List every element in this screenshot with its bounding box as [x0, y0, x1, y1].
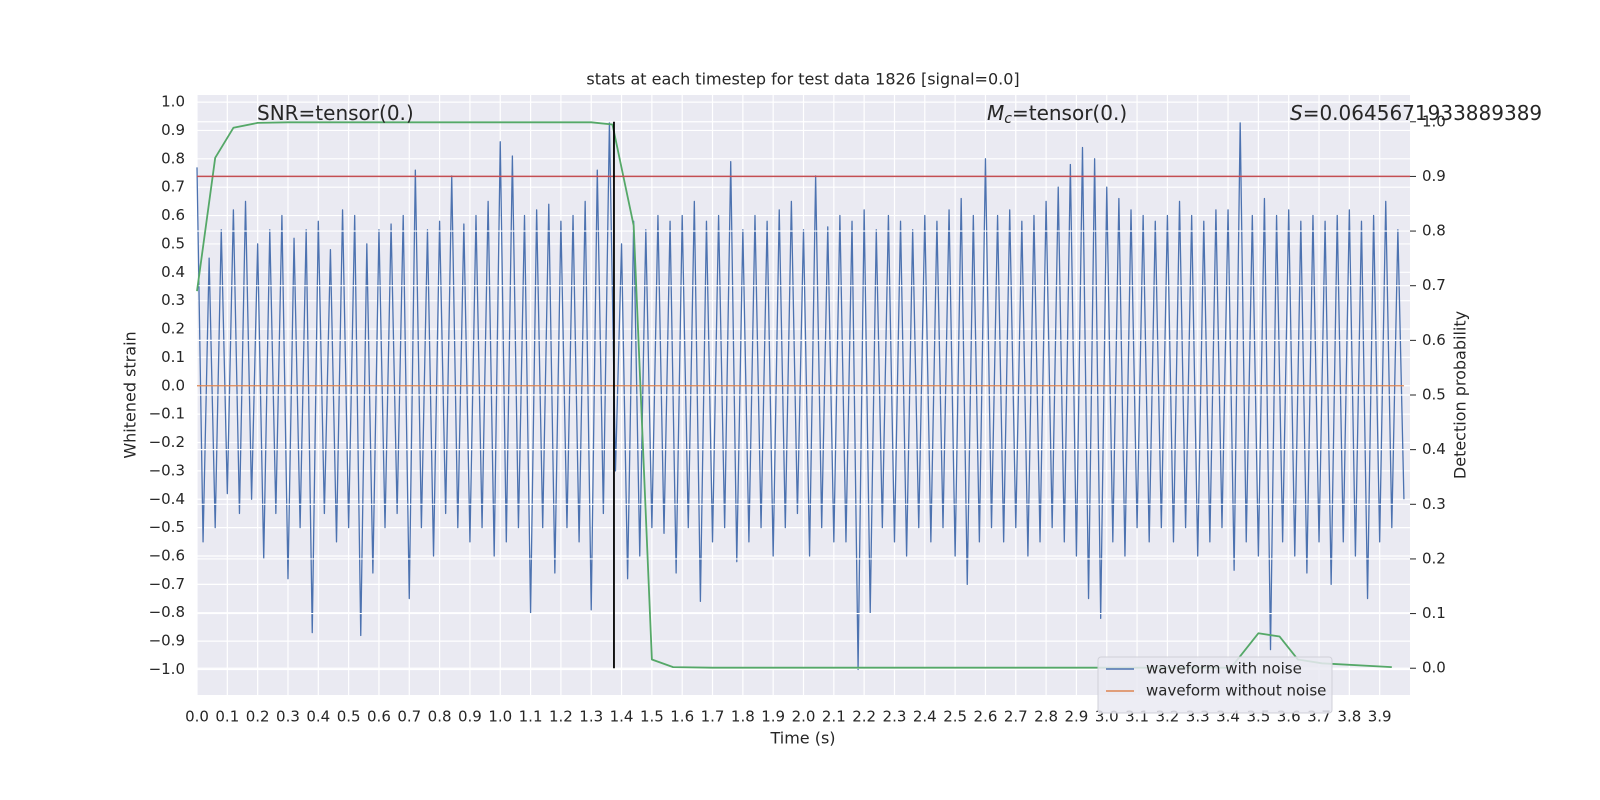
y-tick-label: −0.2 — [149, 433, 185, 451]
y2-tick-label: 0.2 — [1422, 549, 1446, 567]
y2-tick-label: 1.0 — [1422, 112, 1446, 130]
x-tick-label: 1.5 — [640, 708, 664, 726]
x-tick-label: 0.3 — [276, 708, 300, 726]
y-tick-label: −0.8 — [149, 603, 185, 621]
x-tick-label: 1.9 — [761, 708, 785, 726]
y-axis-label: Whitened strain — [121, 331, 140, 458]
x-tick-label: 0.5 — [337, 708, 361, 726]
y2-tick-label: 0.4 — [1422, 440, 1446, 458]
y2-tick-label: 0.8 — [1422, 222, 1446, 240]
x-tick-label: 1.0 — [488, 708, 512, 726]
y-tick-label: 0.2 — [161, 320, 185, 338]
x-tick-label: 1.8 — [731, 708, 755, 726]
y2-tick-label: 0.0 — [1422, 659, 1446, 677]
x-tick-label: 1.2 — [549, 708, 573, 726]
annotation-symbol: M — [987, 101, 1004, 125]
y2-tick-label: 0.6 — [1422, 331, 1446, 349]
y2-axis-label: Detection probability — [1451, 311, 1470, 479]
y-tick-label: 0.9 — [161, 121, 185, 139]
x-tick-label: 0.6 — [367, 708, 391, 726]
x-tick-label: 1.4 — [610, 708, 634, 726]
annotation: Mc=tensor(0.) — [987, 101, 1127, 128]
chart-title: stats at each timestep for test data 182… — [586, 70, 1019, 89]
x-tick-label: 2.0 — [792, 708, 816, 726]
y-tick-label: 0.1 — [161, 348, 185, 366]
x-tick-label: 0.7 — [397, 708, 421, 726]
y-tick-label: −0.1 — [149, 405, 185, 423]
x-tick-label: 0.0 — [185, 708, 209, 726]
x-tick-label: 2.5 — [943, 708, 967, 726]
y2-tick-label: 0.1 — [1422, 604, 1446, 622]
y-tick-label: −0.3 — [149, 461, 185, 479]
x-tick-label: 2.2 — [852, 708, 876, 726]
y-tick-label: 0.5 — [161, 234, 185, 252]
x-tick-label: 0.8 — [428, 708, 452, 726]
y-tick-label: 1.0 — [161, 93, 185, 111]
x-tick-label: 0.2 — [246, 708, 270, 726]
x-tick-label: 2.6 — [974, 708, 998, 726]
x-tick-label: 2.8 — [1034, 708, 1058, 726]
x-tick-label: 1.7 — [701, 708, 725, 726]
x-tick-label: 0.9 — [458, 708, 482, 726]
annotation-subscript: c — [1004, 111, 1012, 127]
y-tick-label: 0.3 — [161, 291, 185, 309]
annotation: S=0.0645671933889389 — [1290, 101, 1542, 125]
annotation: SNR=tensor(0.) — [257, 101, 414, 125]
x-tick-label: 2.9 — [1064, 708, 1088, 726]
y-tick-label: −0.6 — [149, 546, 185, 564]
y-tick-label: 0.7 — [161, 178, 185, 196]
y-tick-label: 0.6 — [161, 206, 185, 224]
legend: waveform with noise waveform without nois… — [1097, 656, 1333, 714]
y-tick-label: −0.4 — [149, 490, 185, 508]
y-tick-label: −1.0 — [149, 660, 185, 678]
series-line — [196, 121, 1405, 671]
y-tick-label: −0.9 — [149, 632, 185, 650]
x-tick-label: 0.1 — [215, 708, 239, 726]
y-tick-label: 0.0 — [161, 376, 185, 394]
y2-tick-label: 0.9 — [1422, 167, 1446, 185]
legend-label: waveform without noise — [1146, 682, 1326, 700]
y2-tick-label: 0.3 — [1422, 495, 1446, 513]
x-tick-label: 2.4 — [913, 708, 937, 726]
legend-label: waveform with noise — [1146, 660, 1302, 678]
x-tick-label: 2.7 — [1004, 708, 1028, 726]
y2-tick-label: 0.7 — [1422, 276, 1446, 294]
annotation-symbol: S — [1290, 101, 1303, 125]
y-tick-label: −0.5 — [149, 518, 185, 536]
annotation-text: SNR=tensor(0.) — [257, 101, 414, 125]
series-line — [196, 121, 1392, 669]
x-axis-label: Time (s) — [769, 729, 835, 748]
x-tick-label: 3.8 — [1337, 708, 1361, 726]
x-tick-label: 2.3 — [883, 708, 907, 726]
legend-box — [1097, 656, 1333, 714]
annotation-text: =0.0645671933889389 — [1303, 101, 1542, 125]
annotation-text: =tensor(0.) — [1012, 101, 1127, 125]
y-tick-label: 0.8 — [161, 149, 185, 167]
x-tick-label: 1.6 — [670, 708, 694, 726]
y-tick-label: 0.4 — [161, 263, 185, 281]
x-tick-label: 0.4 — [306, 708, 330, 726]
y-tick-label: −0.7 — [149, 575, 185, 593]
x-tick-label: 2.1 — [822, 708, 846, 726]
x-tick-label: 3.9 — [1368, 708, 1392, 726]
y2-tick-label: 0.5 — [1422, 386, 1446, 404]
x-tick-label: 1.1 — [519, 708, 543, 726]
x-tick-label: 1.3 — [579, 708, 603, 726]
